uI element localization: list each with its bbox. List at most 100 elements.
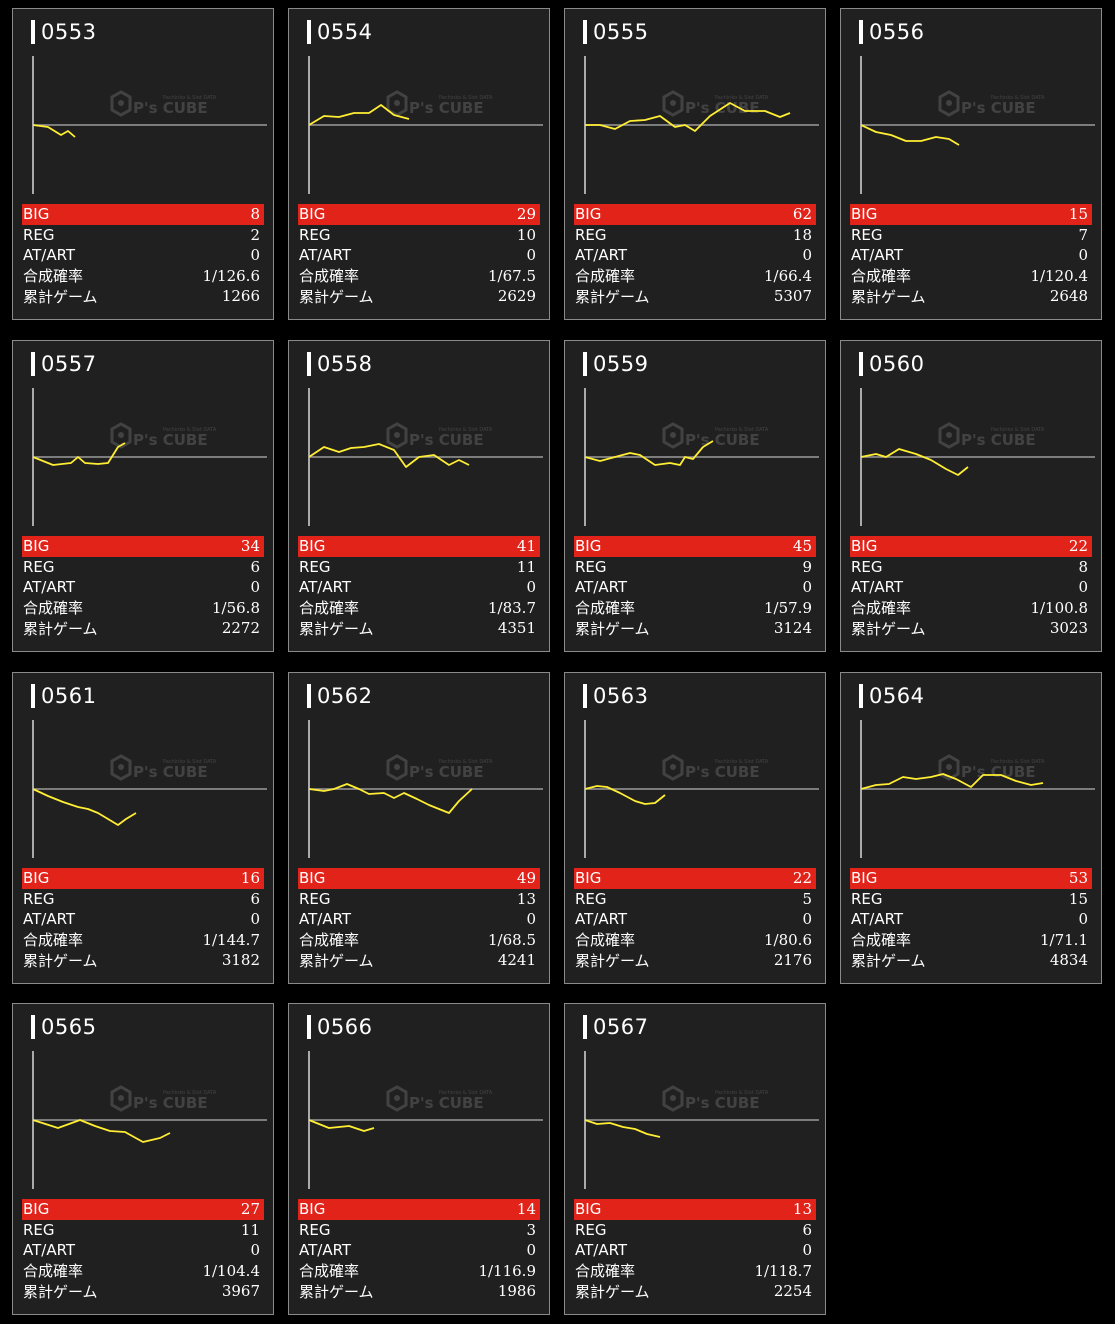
machine-card[interactable]: P's CUBE Pachinko & Slot DATA 0566 BIG 14 REG… [288,1003,550,1315]
stat-value: 3124 [773,619,812,638]
stat-label: 累計ゲーム [23,619,98,638]
stat-value: 15 [1068,889,1088,908]
stat-value: 1/118.7 [754,1261,812,1280]
stat-value: 11 [516,557,536,576]
stat-value: 22 [1068,537,1088,556]
stat-label: REG [299,889,331,908]
machine-card[interactable]: P's CUBE Pachinko & Slot DATA 0567 BIG 13 REG… [564,1003,826,1315]
machine-card[interactable]: P's CUBE Pachinko & Slot DATA 0562 BIG 49 REG… [288,672,550,984]
title-marker [31,352,35,376]
stat-label: AT/ART [575,578,628,597]
machine-card[interactable]: P's CUBE Pachinko & Slot DATA 0555 BIG 62 REG… [564,8,826,320]
machine-card[interactable]: P's CUBE Pachinko & Slot DATA 0560 BIG 22 REG… [840,340,1102,652]
machine-number: 0559 [583,351,648,377]
machine-number: 0564 [859,683,924,709]
machine-card[interactable]: P's CUBE Pachinko & Slot DATA 0557 BIG 34 REG… [12,340,274,652]
slump-line [860,448,969,476]
title-marker [307,20,311,44]
watermark-text: P's CUBE [961,431,1036,449]
machine-card[interactable]: P's CUBE Pachinko & Slot DATA 0565 BIG 27 REG… [12,1003,274,1315]
stat-value: 2 [250,225,260,244]
slump-line [32,124,76,138]
stat-row-games: 累計ゲーム 2254 [574,1281,816,1302]
stat-value: 0 [802,910,812,929]
machine-number: 0557 [31,351,96,377]
slump-line [584,1119,661,1138]
stat-row-atart: AT/ART 0 [22,1240,264,1261]
stat-row-atart: AT/ART 0 [298,909,540,930]
stat-label: AT/ART [851,578,904,597]
title-marker [583,1015,587,1039]
stat-value: 2629 [497,287,536,306]
machine-id: 0565 [41,1015,97,1039]
stat-row-games: 累計ゲーム 2629 [298,286,540,307]
stat-label: BIG [851,869,878,888]
machine-card[interactable]: P's CUBE Pachinko & Slot DATA 0563 BIG 22 REG… [564,672,826,984]
stat-value: 5 [802,889,812,908]
stat-value: 0 [526,246,536,265]
stat-label: BIG [575,869,602,888]
stat-label: 合成確率 [575,599,636,618]
stat-label: REG [23,557,55,576]
machine-number: 0554 [307,19,372,45]
machine-number: 0567 [583,1014,648,1040]
watermark-text: P's CUBE [409,763,484,781]
machine-card[interactable]: P's CUBE Pachinko & Slot DATA 0554 BIG 29 REG… [288,8,550,320]
stat-label: BIG [299,205,326,224]
stat-value: 9 [802,557,812,576]
stat-row-prob: 合成確率 1/56.8 [22,598,264,619]
watermark-subtext: Pachinko & Slot DATA [439,759,493,765]
machine-card[interactable]: P's CUBE Pachinko & Slot DATA 0561 BIG 16 REG… [12,672,274,984]
watermark-text: P's CUBE [685,763,760,781]
stat-value: 3182 [221,951,260,970]
machine-id: 0557 [41,352,97,376]
machine-card[interactable]: P's CUBE Pachinko & Slot DATA 0559 BIG 45 REG… [564,340,826,652]
stat-label: AT/ART [851,246,904,265]
slump-line [308,104,410,126]
stat-value: 2176 [773,951,812,970]
title-marker [583,684,587,708]
stat-label: 累計ゲーム [575,951,650,970]
machine-stats: BIG 29 REG 10 AT/ART 0 合成確率 1/67.5 累計ゲーム 2629 [298,204,540,307]
stat-row-atart: AT/ART 0 [298,245,540,266]
watermark-text: P's CUBE [409,431,484,449]
stat-row-reg: REG 13 [298,889,540,910]
stat-label: BIG [299,869,326,888]
machine-id: 0564 [869,684,925,708]
stat-label: REG [299,1220,331,1239]
stat-label: 合成確率 [299,1262,360,1281]
machine-stats: BIG 27 REG 11 AT/ART 0 合成確率 1/104.4 累計ゲーム 3967 [22,1199,264,1302]
machine-card[interactable]: P's CUBE Pachinko & Slot DATA 0556 BIG 15 REG… [840,8,1102,320]
machine-card[interactable]: P's CUBE Pachinko & Slot DATA 0564 BIG 53 REG… [840,672,1102,984]
machine-card[interactable]: P's CUBE Pachinko & Slot DATA 0558 BIG 41 REG… [288,340,550,652]
watermark-text: P's CUBE [685,1094,760,1112]
stat-row-prob: 合成確率 1/144.7 [22,930,264,951]
watermark-subtext: Pachinko & Slot DATA [715,95,769,101]
machine-stats: BIG 22 REG 8 AT/ART 0 合成確率 1/100.8 累計ゲーム 3023 [850,536,1092,639]
machine-card[interactable]: P's CUBE Pachinko & Slot DATA 0553 BIG 8 REG 2… [12,8,274,320]
stat-label: REG [851,889,883,908]
stat-value: 0 [802,578,812,597]
machine-stats: BIG 41 REG 11 AT/ART 0 合成確率 1/83.7 累計ゲーム 4351 [298,536,540,639]
title-marker [583,352,587,376]
watermark-subtext: Pachinko & Slot DATA [163,1090,217,1096]
stat-value: 2254 [773,1282,812,1301]
stat-label: 合成確率 [575,1262,636,1281]
stat-row-big: BIG 49 [298,868,540,889]
watermark-subtext: Pachinko & Slot DATA [991,95,1045,101]
stat-value: 1/144.7 [202,930,260,949]
stat-label: BIG [851,537,878,556]
slump-line [32,442,126,466]
stat-label: 累計ゲーム [23,1282,98,1301]
stat-row-prob: 合成確率 1/126.6 [22,266,264,287]
title-marker [31,684,35,708]
stat-label: 累計ゲーム [851,619,926,638]
stat-value: 0 [250,578,260,597]
stat-row-reg: REG 3 [298,1220,540,1241]
machine-number: 0565 [31,1014,96,1040]
